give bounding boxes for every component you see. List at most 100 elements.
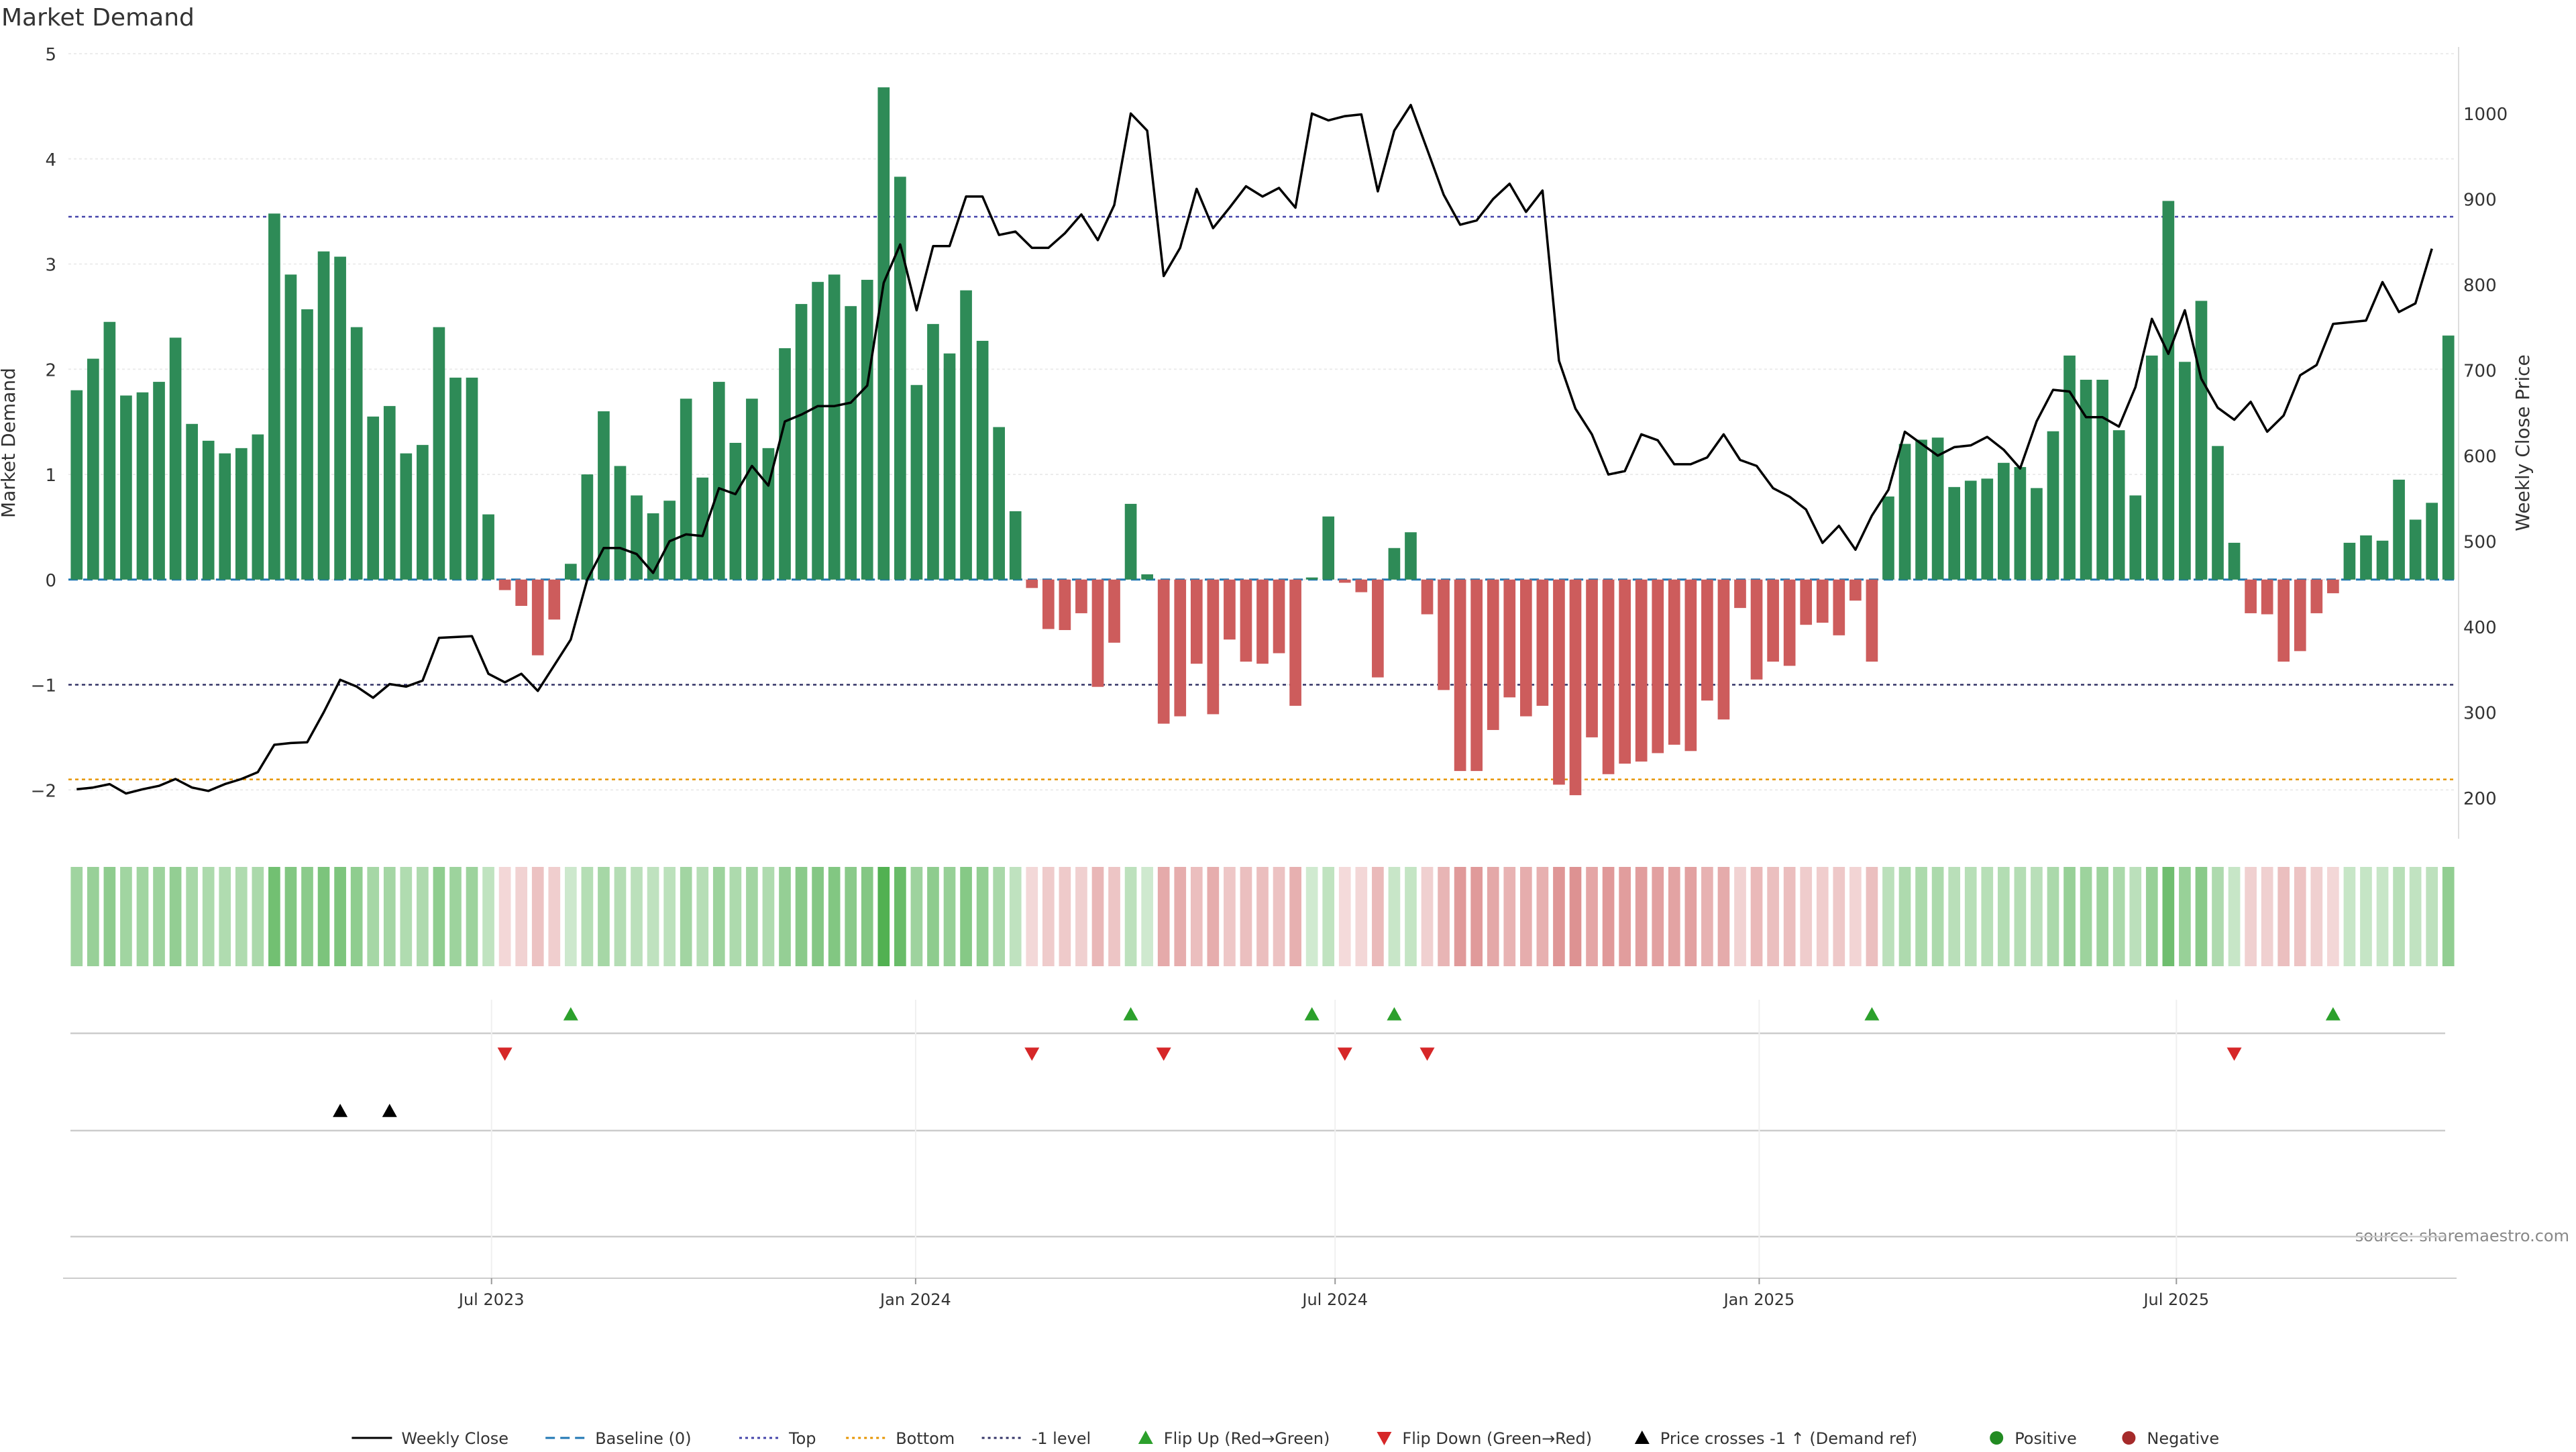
demand-bar <box>1190 579 1203 664</box>
heat-cell <box>1256 867 1269 966</box>
heat-cell <box>2080 867 2092 966</box>
heat-cell <box>1915 867 1927 966</box>
legend-label: Bottom <box>896 1429 955 1448</box>
heat-cell <box>762 867 775 966</box>
demand-bar <box>400 453 413 580</box>
flip-up-marker <box>1304 1007 1320 1021</box>
legend-item: -1 level <box>981 1429 1091 1448</box>
demand-bars <box>70 87 2455 796</box>
legend-swatch <box>1634 1431 1650 1444</box>
demand-bar <box>2096 379 2108 580</box>
heat-cell <box>1882 867 1894 966</box>
legend-item: Top <box>739 1429 816 1448</box>
heat-cell <box>1767 867 1779 966</box>
legend-item: Baseline (0) <box>545 1429 692 1448</box>
demand-bar <box>70 390 83 580</box>
y-tick-right: 400 <box>2463 618 2497 638</box>
heat-cell <box>417 867 429 966</box>
heat-cell <box>334 867 346 966</box>
demand-bar <box>1438 579 1450 690</box>
heat-cell <box>1734 867 1746 966</box>
heat-cell <box>2212 867 2224 966</box>
heat-cell <box>383 867 396 966</box>
heat-cell <box>103 867 116 966</box>
heat-cell <box>1849 867 1862 966</box>
legend-item: Flip Down (Green→Red) <box>1377 1429 1592 1448</box>
demand-bar <box>2228 542 2241 580</box>
demand-bar <box>417 445 429 580</box>
legend-item: Positive <box>1990 1429 2077 1448</box>
legend-item: Price crosses -1 ↑ (Demand ref) <box>1634 1429 1917 1448</box>
demand-bar <box>2343 542 2356 580</box>
heat-cell <box>564 867 577 966</box>
demand-bar <box>1421 579 1434 615</box>
legend-label: Negative <box>2147 1429 2219 1448</box>
demand-bar <box>993 427 1006 580</box>
heat-cell <box>647 867 659 966</box>
demand-bar <box>350 327 363 580</box>
heat-cell <box>202 867 215 966</box>
heat-cell <box>1997 867 2010 966</box>
heat-cell <box>746 867 758 966</box>
demand-bar <box>2442 335 2455 580</box>
demand-bar <box>1569 579 1582 796</box>
legend-label: Baseline (0) <box>595 1429 691 1448</box>
demand-bar <box>2179 362 2191 580</box>
heat-cell <box>1405 867 1417 966</box>
demand-bar <box>680 399 692 580</box>
heat-cell <box>1668 867 1680 966</box>
heat-cell <box>2195 867 2208 966</box>
heat-cell <box>1355 867 1368 966</box>
demand-bar <box>301 309 313 580</box>
demand-bar <box>1091 579 1104 687</box>
flip-down-marker <box>1024 1047 1040 1061</box>
heat-cell <box>1075 867 1087 966</box>
price-cross-marker <box>382 1104 397 1117</box>
demand-bar <box>1717 579 1730 720</box>
y-tick-left: −2 <box>31 781 56 801</box>
heat-cell <box>1338 867 1351 966</box>
heat-cell <box>433 867 445 966</box>
heat-cell <box>1240 867 1252 966</box>
demand-bar <box>779 348 791 580</box>
heat-cell <box>1717 867 1730 966</box>
heat-cell <box>2393 867 2405 966</box>
demand-bar <box>1042 579 1055 629</box>
heat-cell <box>235 867 248 966</box>
chart-title: Market Demand <box>1 4 195 32</box>
demand-bar <box>1256 579 1269 664</box>
heat-cell <box>2343 867 2356 966</box>
heat-cell <box>712 867 725 966</box>
flip-down-marker <box>497 1047 513 1061</box>
demand-bar <box>1602 579 1615 774</box>
price-cross-marker <box>333 1104 348 1117</box>
demand-bar <box>1372 579 1384 678</box>
legend-label: Price crosses -1 ↑ (Demand ref) <box>1660 1429 1917 1448</box>
heat-cell <box>631 867 643 966</box>
heat-cell <box>120 867 132 966</box>
heat-cell <box>367 867 380 966</box>
demand-bar <box>202 440 215 580</box>
legend-item: Weekly Close <box>352 1429 508 1448</box>
heat-cell <box>1124 867 1137 966</box>
heat-cell <box>1289 867 1301 966</box>
heat-cell <box>1800 867 1813 966</box>
demand-bar <box>631 495 643 580</box>
legend-item: Negative <box>2122 1429 2219 1448</box>
y-tick-labels: 5 4 3 2 1 0 −1 −2 1000 900 800 700 600 500 400 300 200 <box>31 45 2508 809</box>
heat-cell <box>1898 867 1911 966</box>
demand-bar <box>812 282 824 580</box>
demand-bar <box>614 466 627 580</box>
heat-cell <box>1866 867 1878 966</box>
heat-cell <box>2031 867 2043 966</box>
heat-cell <box>1470 867 1483 966</box>
heat-cell <box>2327 867 2339 966</box>
legend-label: Weekly Close <box>401 1429 508 1448</box>
demand-bar <box>729 443 742 580</box>
heat-cell <box>87 867 99 966</box>
demand-bar <box>1141 574 1153 580</box>
heat-cell <box>2409 867 2422 966</box>
demand-bar <box>2294 579 2306 652</box>
heat-cell <box>2014 867 2027 966</box>
heat-cell <box>729 867 742 966</box>
